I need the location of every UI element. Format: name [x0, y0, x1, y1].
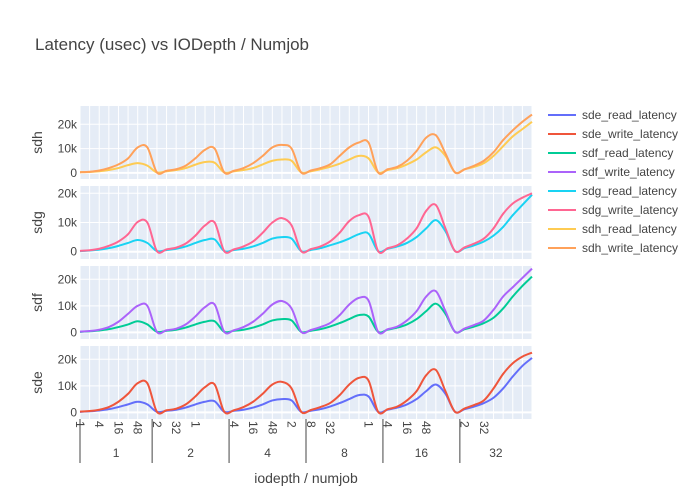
legend-item-sde_write_latency[interactable]: sde_write_latency	[548, 127, 678, 141]
subplot-panels: 0 10k 20k sdh 0 10k 20k sdg 0 10k 20k sdf 0 10k 20k sde	[29, 106, 533, 419]
subplot-sdh: 0 10k 20k sdh	[29, 106, 533, 180]
subplot-sdf: 0 10k 20k sdf	[29, 266, 533, 339]
x-axis-title: iodepth / numjob	[254, 470, 358, 486]
y-axis-title: sdg	[29, 211, 45, 234]
x-tick-label: 8	[304, 421, 318, 428]
legend-item-sdg_write_latency[interactable]: sdg_write_latency	[548, 203, 678, 217]
numjob-label: 16	[415, 446, 429, 460]
legend-label: sdf_write_latency	[582, 165, 675, 179]
x-tick-label: 2	[285, 421, 299, 428]
x-tick-label: 2	[150, 421, 164, 428]
y-axis-title: sde	[29, 371, 45, 394]
y-tick-label: 20k	[58, 352, 78, 366]
subplot-sdg: 0 10k 20k sdg	[29, 186, 533, 259]
legend-label: sde_write_latency	[582, 127, 678, 141]
legend-item-sdg_read_latency[interactable]: sdg_read_latency	[548, 184, 677, 198]
x-tick-label: 1	[362, 421, 376, 428]
legend-label: sde_read_latency	[582, 108, 677, 122]
series-line-sdh_write_latency[interactable]	[79, 113, 533, 175]
x-tick-label: 4	[381, 421, 395, 428]
y-tick-label: 0	[70, 325, 77, 339]
x-tick-label: 4	[92, 421, 106, 428]
legend-item-sde_read_latency[interactable]: sde_read_latency	[548, 108, 677, 122]
legend-label: sdh_read_latency	[582, 222, 677, 236]
y-tick-label: 20k	[58, 186, 78, 200]
x-tick-label: 32	[477, 421, 491, 435]
numjob-label: 1	[113, 446, 120, 460]
y-tick-label: 0	[70, 245, 77, 259]
legend-item-sdh_read_latency[interactable]: sdh_read_latency	[548, 222, 677, 236]
x-tick-label: 48	[265, 421, 279, 435]
x-tick-label: 32	[169, 421, 183, 435]
numjob-label: 2	[187, 446, 194, 460]
y-tick-label: 10k	[58, 142, 78, 156]
x-tick-label: 16	[111, 421, 125, 435]
y-tick-label: 0	[70, 166, 77, 180]
legend-label: sdg_read_latency	[582, 184, 677, 198]
subplot-sde: 0 10k 20k sde	[29, 346, 533, 419]
numjob-label: 8	[341, 446, 348, 460]
legend-label: sdf_read_latency	[582, 146, 673, 160]
x-tick-label: 2	[458, 421, 472, 428]
series-line-sde_write_latency[interactable]	[79, 351, 533, 415]
x-tick-label: 32	[323, 421, 337, 435]
x-tick-label: 48	[419, 421, 433, 435]
y-tick-label: 10k	[58, 379, 78, 393]
y-axis-title: sdh	[29, 131, 45, 154]
y-tick-label: 10k	[58, 216, 78, 230]
legend-item-sdf_read_latency[interactable]: sdf_read_latency	[548, 146, 673, 160]
series-line-sdg_write_latency[interactable]	[79, 192, 533, 254]
x-tick-label: 4	[227, 421, 241, 428]
legend-item-sdf_write_latency[interactable]: sdf_write_latency	[548, 165, 675, 179]
y-tick-label: 10k	[58, 299, 78, 313]
x-tick-label: 48	[131, 421, 145, 435]
x-axis: 141648232141648283214164823212481632	[73, 419, 503, 463]
legend-label: sdh_write_latency	[582, 241, 678, 255]
numjob-label: 4	[264, 446, 271, 460]
legend-label: sdg_write_latency	[582, 203, 678, 217]
legend-item-sdh_write_latency[interactable]: sdh_write_latency	[548, 241, 678, 255]
y-tick-label: 0	[70, 405, 77, 419]
series-line-sdf_write_latency[interactable]	[79, 267, 533, 335]
chart-title: Latency (usec) vs IODepth / Numjob	[35, 35, 309, 54]
x-tick-label: 1	[188, 421, 202, 428]
legend[interactable]: sde_read_latency sde_write_latency sdf_rea…	[548, 108, 678, 255]
numjob-label: 32	[489, 446, 503, 460]
x-tick-label: 16	[246, 421, 260, 435]
y-tick-label: 20k	[58, 117, 78, 131]
x-tick-label: 16	[400, 421, 414, 435]
y-axis-title: sdf	[29, 293, 45, 312]
y-tick-label: 20k	[58, 272, 78, 286]
